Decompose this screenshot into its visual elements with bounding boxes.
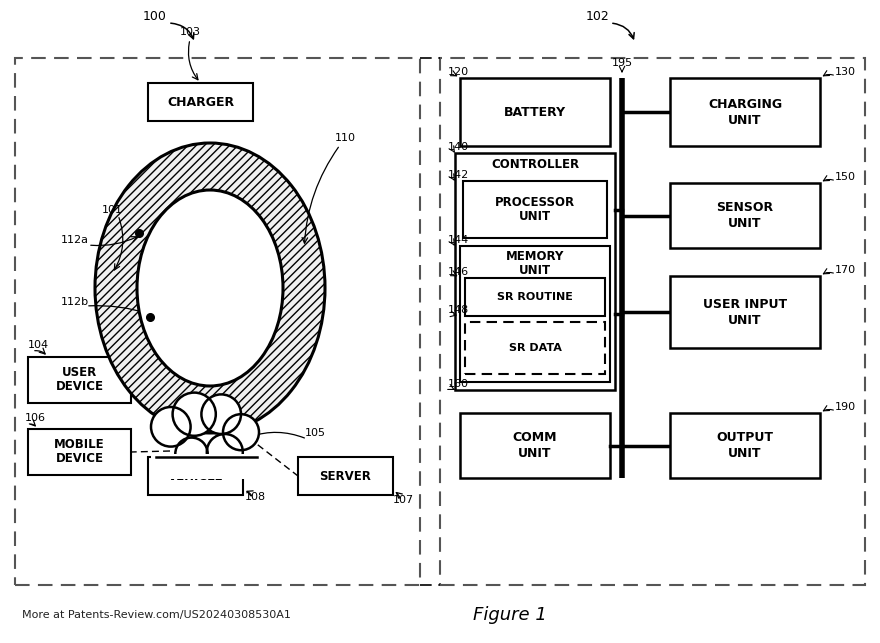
Text: BATTERY: BATTERY	[504, 105, 566, 118]
Text: 144: 144	[448, 235, 469, 245]
Text: 105: 105	[304, 428, 326, 438]
Text: USER INPUT: USER INPUT	[703, 298, 787, 311]
Ellipse shape	[137, 190, 283, 386]
Text: 102: 102	[586, 10, 610, 24]
Bar	[670, 276, 820, 348]
Text: SERVER: SERVER	[319, 469, 371, 482]
Bar	[670, 78, 820, 146]
Text: Figure 1: Figure 1	[473, 606, 547, 624]
Bar	[460, 246, 610, 382]
Bar	[670, 413, 820, 478]
Circle shape	[175, 438, 208, 470]
Text: 140: 140	[448, 142, 469, 152]
Text: 112a: 112a	[61, 235, 89, 245]
Circle shape	[151, 407, 191, 447]
Text: 106: 106	[25, 413, 46, 423]
Circle shape	[202, 394, 241, 434]
Text: UNIT: UNIT	[729, 217, 762, 230]
Text: 190: 190	[835, 402, 856, 412]
Text: UNIT: UNIT	[519, 264, 551, 276]
Bar	[28, 429, 131, 475]
Text: UNIT: UNIT	[518, 447, 552, 460]
Text: 110: 110	[334, 133, 356, 143]
Text: CHARGER: CHARGER	[167, 96, 234, 109]
Circle shape	[223, 414, 259, 450]
Text: OUTPUT: OUTPUT	[716, 431, 774, 444]
Text: DEVICE: DEVICE	[55, 453, 104, 466]
Bar	[440, 58, 865, 585]
Text: COMM: COMM	[513, 431, 557, 444]
Text: 104: 104	[28, 340, 49, 350]
Text: SR DATA: SR DATA	[509, 343, 561, 353]
Text: USER: USER	[62, 367, 97, 379]
Bar	[670, 183, 820, 248]
Ellipse shape	[95, 143, 325, 433]
Text: DEVICE: DEVICE	[55, 381, 104, 394]
Text: SENSOR: SENSOR	[716, 201, 774, 214]
Text: UNIT: UNIT	[519, 210, 551, 223]
Circle shape	[172, 393, 216, 436]
Text: 100: 100	[143, 10, 167, 24]
Text: 108: 108	[245, 492, 266, 502]
Text: PROCESSOR: PROCESSOR	[495, 196, 575, 209]
Bar	[460, 413, 610, 478]
Text: 103: 103	[180, 27, 201, 37]
Bar	[455, 153, 615, 390]
Bar	[28, 357, 131, 403]
Bar	[148, 457, 243, 495]
Text: 160: 160	[448, 379, 469, 389]
Text: 148: 148	[448, 305, 469, 315]
Bar	[465, 322, 605, 374]
Circle shape	[207, 434, 243, 470]
Bar	[460, 78, 610, 146]
Text: UNIT: UNIT	[729, 447, 762, 460]
Text: 120: 120	[448, 67, 469, 77]
Bar	[298, 457, 393, 495]
Text: VEHICLE: VEHICLE	[168, 469, 224, 482]
Text: UNIT: UNIT	[729, 314, 762, 327]
Text: 150: 150	[835, 172, 856, 182]
Text: MOBILE: MOBILE	[55, 439, 105, 451]
Text: 130: 130	[835, 67, 856, 77]
Text: 112b: 112b	[61, 297, 89, 307]
Text: SR ROUTINE: SR ROUTINE	[497, 292, 573, 302]
Bar	[15, 58, 420, 585]
Text: 142: 142	[448, 170, 469, 180]
Text: CONTROLLER: CONTROLLER	[491, 158, 579, 170]
Bar	[148, 83, 253, 121]
Bar	[151, 454, 259, 479]
Text: 146: 146	[448, 267, 469, 277]
Text: 107: 107	[392, 495, 414, 505]
Text: 101: 101	[101, 205, 122, 215]
Text: More at Patents-Review.com/US20240308530A1: More at Patents-Review.com/US20240308530…	[22, 610, 291, 620]
Text: CHARGING: CHARGING	[708, 98, 782, 111]
Bar	[463, 181, 607, 238]
Text: UNIT: UNIT	[729, 114, 762, 127]
Text: MEMORY: MEMORY	[506, 251, 564, 264]
Text: 170: 170	[835, 265, 856, 275]
Text: 195: 195	[612, 58, 633, 68]
Bar	[465, 278, 605, 316]
